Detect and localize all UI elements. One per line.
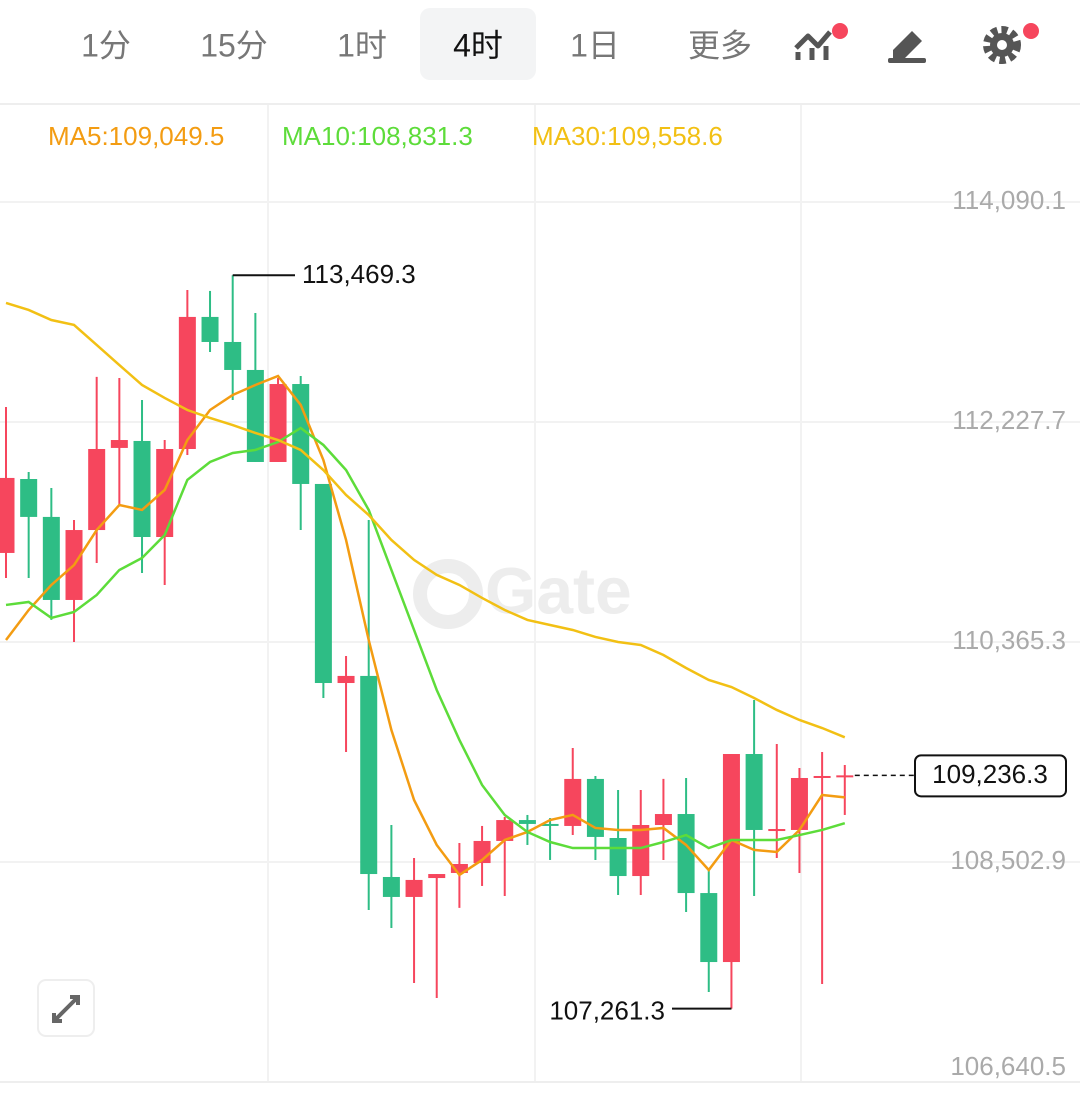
watermark-text: Gate (485, 553, 632, 627)
candle-body (609, 838, 627, 877)
candle-body (292, 384, 310, 484)
candle-body (110, 440, 128, 448)
candle-body (382, 876, 400, 897)
candle-body (836, 775, 854, 778)
ma-line (5, 426, 846, 850)
notification-dot (832, 23, 848, 39)
candle-body (88, 448, 106, 531)
tab[interactable]: 1分 (81, 27, 131, 63)
draw-icon[interactable] (888, 31, 926, 63)
candle-body (42, 516, 60, 600)
indicator-icon[interactable] (794, 30, 832, 60)
high-label: 113,469.3 (302, 259, 416, 289)
legend-entry: MA10:108,831.3 (282, 121, 473, 151)
candle-body (700, 893, 718, 963)
tab[interactable]: 1时 (337, 27, 387, 63)
ma-line (5, 301, 846, 739)
candle-body (654, 814, 672, 826)
last-price-label: 109,236.3 (932, 759, 1048, 789)
tab-highlight (420, 8, 536, 80)
last-price-box (914, 754, 1067, 798)
candle-body (360, 675, 378, 875)
pencil (893, 31, 922, 60)
candle-body (790, 777, 808, 830)
settings-icon[interactable] (983, 26, 1021, 64)
plot: 113,469.3 107,261.3 109,236.3 (0, 259, 1067, 1026)
candle-body (632, 825, 650, 877)
gear-teeth (983, 26, 1021, 64)
candle-body (314, 483, 332, 684)
notification-dot (1023, 23, 1039, 39)
y-tick-label: 114,090.1 (952, 185, 1066, 215)
ma-line (5, 374, 845, 877)
tab[interactable]: 4时 (453, 27, 503, 63)
candle-body (586, 778, 604, 837)
candle-body (564, 778, 582, 826)
expand-arrows (52, 995, 80, 1023)
low-label: 107,261.3 (549, 996, 665, 1026)
legend-entry: MA5:109,049.5 (48, 121, 224, 151)
legend-entry: MA30:109,558.6 (532, 121, 723, 151)
icon-line (794, 30, 832, 50)
tab-bar: 1分 15分 1时 4时 1日 更多 (81, 8, 752, 80)
candle-body (201, 316, 219, 342)
candle-body (722, 754, 740, 963)
tab[interactable]: 15分 (200, 27, 268, 63)
candle-body (450, 863, 468, 873)
legend: MA5:109,049.5 MA10:108,831.3 MA30:109,558.… (48, 121, 723, 151)
candle-body (405, 879, 423, 897)
candle-body (246, 369, 264, 462)
candle-body (745, 754, 763, 830)
watermark: Gate (413, 553, 632, 629)
candle-body (496, 820, 514, 841)
y-tick-label: 112,227.7 (952, 405, 1066, 435)
candle-body (813, 775, 831, 778)
y-tick-label: 108,502.9 (950, 845, 1066, 875)
candle-body (20, 479, 38, 517)
candle-body (541, 823, 559, 826)
candle-body (0, 477, 15, 553)
candle-body (518, 820, 536, 824)
candle-body (133, 440, 151, 538)
expand-button[interactable] (37, 979, 95, 1037)
tab[interactable]: 1日 (570, 27, 620, 63)
candle-body (768, 829, 786, 832)
gear-hole (997, 40, 1007, 50)
candle-body (178, 316, 196, 449)
candle-body (428, 874, 446, 879)
candle-body (677, 814, 695, 894)
pencil-base (888, 58, 926, 63)
candle-body (269, 384, 287, 462)
y-tick-label: 110,365.3 (952, 625, 1066, 655)
candle-body (337, 675, 355, 684)
tab[interactable]: 更多 (688, 27, 752, 63)
candle-body (224, 341, 242, 370)
candle-body (156, 448, 174, 538)
y-tick-label: 106,640.5 (950, 1051, 1066, 1081)
